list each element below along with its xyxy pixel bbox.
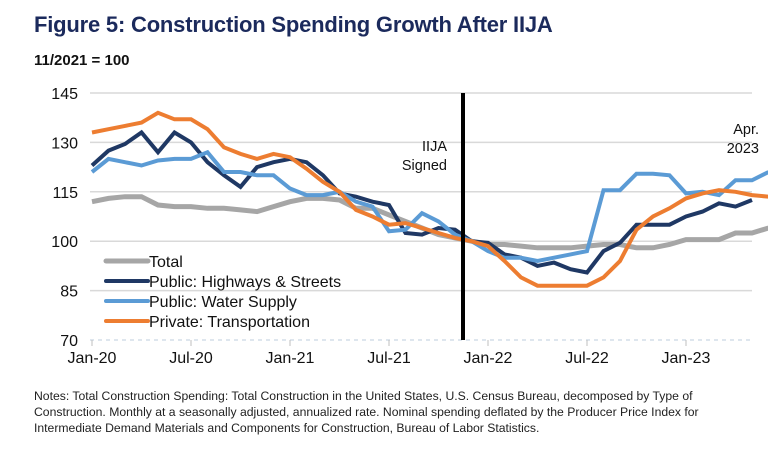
y-tick-label: 70 <box>60 333 78 350</box>
legend-label: Private: Transportation <box>149 314 310 331</box>
y-axis: 70 85 100 115 130 145 <box>51 86 78 350</box>
y-tick-label: 100 <box>51 234 78 251</box>
gridlines <box>90 92 752 292</box>
x-tick-label: Jul-21 <box>367 350 411 367</box>
y-tick-label: 115 <box>52 185 78 202</box>
x-tick-label: Jan-22 <box>464 350 513 367</box>
y-tick-label: 130 <box>51 135 78 152</box>
y-tick-label: 145 <box>51 86 78 103</box>
x-tick-label: Jul-20 <box>169 350 213 367</box>
iija-signed-label: Signed <box>402 158 447 174</box>
apr-2023-label: 2023 <box>727 141 759 157</box>
figure-subtitle: 11/2021 = 100 <box>34 52 130 69</box>
figure-notes: Notes: Total Construction Spending: Tota… <box>34 389 699 435</box>
y-tick-label: 85 <box>60 284 78 301</box>
x-tick-label: Jan-23 <box>662 350 711 367</box>
series-line-private-transportation <box>91 110 768 288</box>
legend-label: Public: Highways & Streets <box>149 274 341 291</box>
legend-label: Public: Water Supply <box>149 294 297 311</box>
series-line-public-water-supply <box>90 149 768 264</box>
legend: Total Public: Highways & Streets Public: W… <box>103 254 341 331</box>
x-tick-label: Jan-21 <box>266 350 315 367</box>
series-line-total <box>91 194 768 251</box>
x-tick-label: Jul-22 <box>565 350 609 367</box>
apr-2023-label: Apr. <box>733 122 759 138</box>
figure-title: Figure 5: Construction Spending Growth A… <box>34 12 553 37</box>
annotations: IIJA Signed Apr. 2023 <box>402 93 759 340</box>
x-tick-label: Jan-20 <box>68 350 117 367</box>
series-lines <box>90 110 768 288</box>
legend-label: Total <box>149 254 183 271</box>
x-axis: Jan-20 Jul-20 Jan-21 Jul-21 Jan-22 Jul-22 Jan-… <box>68 339 752 367</box>
iija-signed-label: IIJA <box>422 139 447 155</box>
